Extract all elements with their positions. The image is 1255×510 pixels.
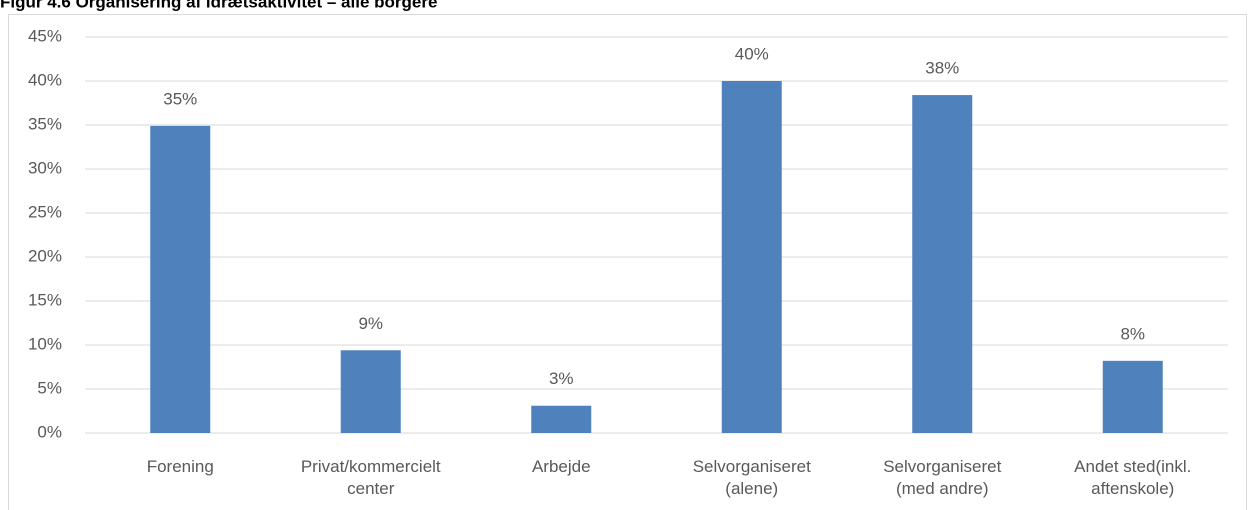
bar [340, 350, 401, 433]
y-tick-label: 30% [28, 158, 62, 177]
chart-title: Figur 4.6 Organisering af idrætsaktivite… [0, 0, 437, 11]
y-tick-label: 20% [28, 246, 62, 265]
y-tick-label: 40% [28, 70, 62, 89]
x-tick-label: Selvorganiseret (alene) [692, 457, 811, 498]
x-tick-label: Andet sted(inkl. aftenskole) [1074, 457, 1192, 498]
bar [912, 95, 973, 433]
y-tick-label: 5% [37, 378, 62, 397]
x-tick-label: Privat/kommercielt center [300, 457, 441, 498]
data-label: 3% [549, 369, 574, 388]
bar [721, 81, 782, 433]
data-label: 9% [358, 314, 383, 333]
bar [150, 125, 211, 433]
y-tick-label: 0% [37, 422, 62, 441]
chart-frame [8, 14, 1247, 510]
y-tick-label: 25% [28, 202, 62, 221]
bar [531, 405, 592, 433]
x-tick-label: Selvorganiseret (med andre) [883, 457, 1002, 498]
y-tick-label: 45% [28, 26, 62, 45]
y-tick-label: 35% [28, 114, 62, 133]
x-tick-label: Arbejde [531, 457, 591, 476]
bar [1102, 360, 1163, 433]
data-label: 40% [735, 44, 769, 63]
data-label: 8% [1120, 324, 1145, 343]
x-tick-label: Forening [146, 457, 214, 476]
y-tick-label: 15% [28, 290, 62, 309]
y-tick-label: 10% [28, 334, 62, 353]
data-label: 35% [163, 89, 197, 108]
data-label: 38% [925, 59, 959, 78]
